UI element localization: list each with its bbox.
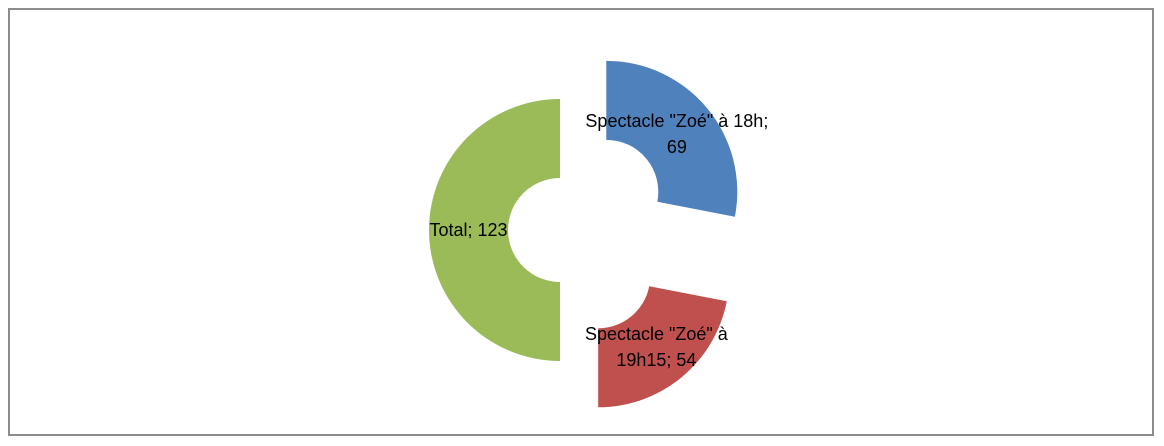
doughnut-slice bbox=[606, 60, 738, 217]
doughnut-slice bbox=[429, 99, 560, 361]
data-label: Spectacle "Zoé" à 19h15; 54 bbox=[584, 323, 728, 370]
data-label: Spectacle "Zoé" à 18h; 69 bbox=[585, 110, 769, 157]
doughnut-slice bbox=[598, 286, 727, 408]
data-label: Total; 123 bbox=[429, 220, 508, 240]
chart-frame bbox=[8, 8, 1154, 436]
